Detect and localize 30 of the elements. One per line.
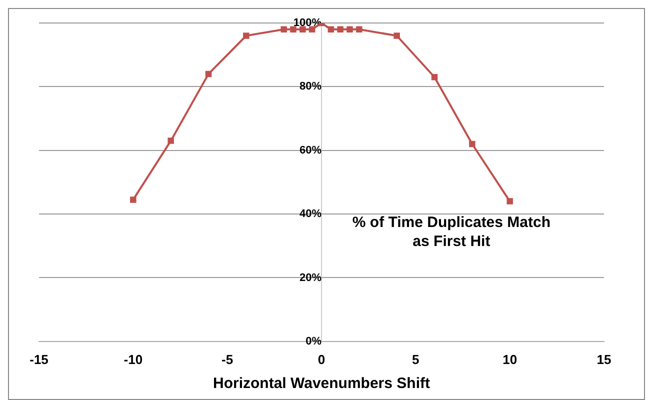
x-tick-label: -5: [222, 352, 234, 367]
y-tick-label: 80%: [299, 80, 322, 93]
x-tick-label: -15: [30, 352, 48, 367]
x-axis-title: Horizontal Wavenumbers Shift: [213, 375, 430, 392]
point: [356, 26, 362, 32]
x-tick-label: 0: [318, 352, 326, 367]
y-tick-label: 0%: [306, 335, 322, 348]
point: [431, 74, 438, 80]
point: [168, 138, 174, 144]
point: [290, 26, 296, 32]
point: [130, 196, 136, 203]
x-tick-label: 15: [596, 352, 612, 367]
point: [243, 32, 250, 39]
point: [280, 26, 287, 32]
point: [346, 26, 353, 32]
point: [300, 26, 306, 32]
point: [205, 70, 212, 78]
text: % of Time Duplicates Match as First Hit: [352, 214, 551, 250]
y-tick-label: 20%: [299, 272, 322, 284]
point: [337, 26, 344, 32]
y-tick-label: 40%: [299, 208, 322, 220]
point: [328, 26, 334, 32]
point: [394, 32, 400, 39]
point: [469, 140, 476, 148]
y-tick-label: 60%: [299, 144, 322, 156]
point: [506, 198, 513, 204]
x-tick-label: 10: [502, 352, 518, 367]
point: [308, 26, 316, 32]
x-tick-label: -10: [124, 352, 143, 367]
x-tick-label: 5: [412, 352, 420, 367]
